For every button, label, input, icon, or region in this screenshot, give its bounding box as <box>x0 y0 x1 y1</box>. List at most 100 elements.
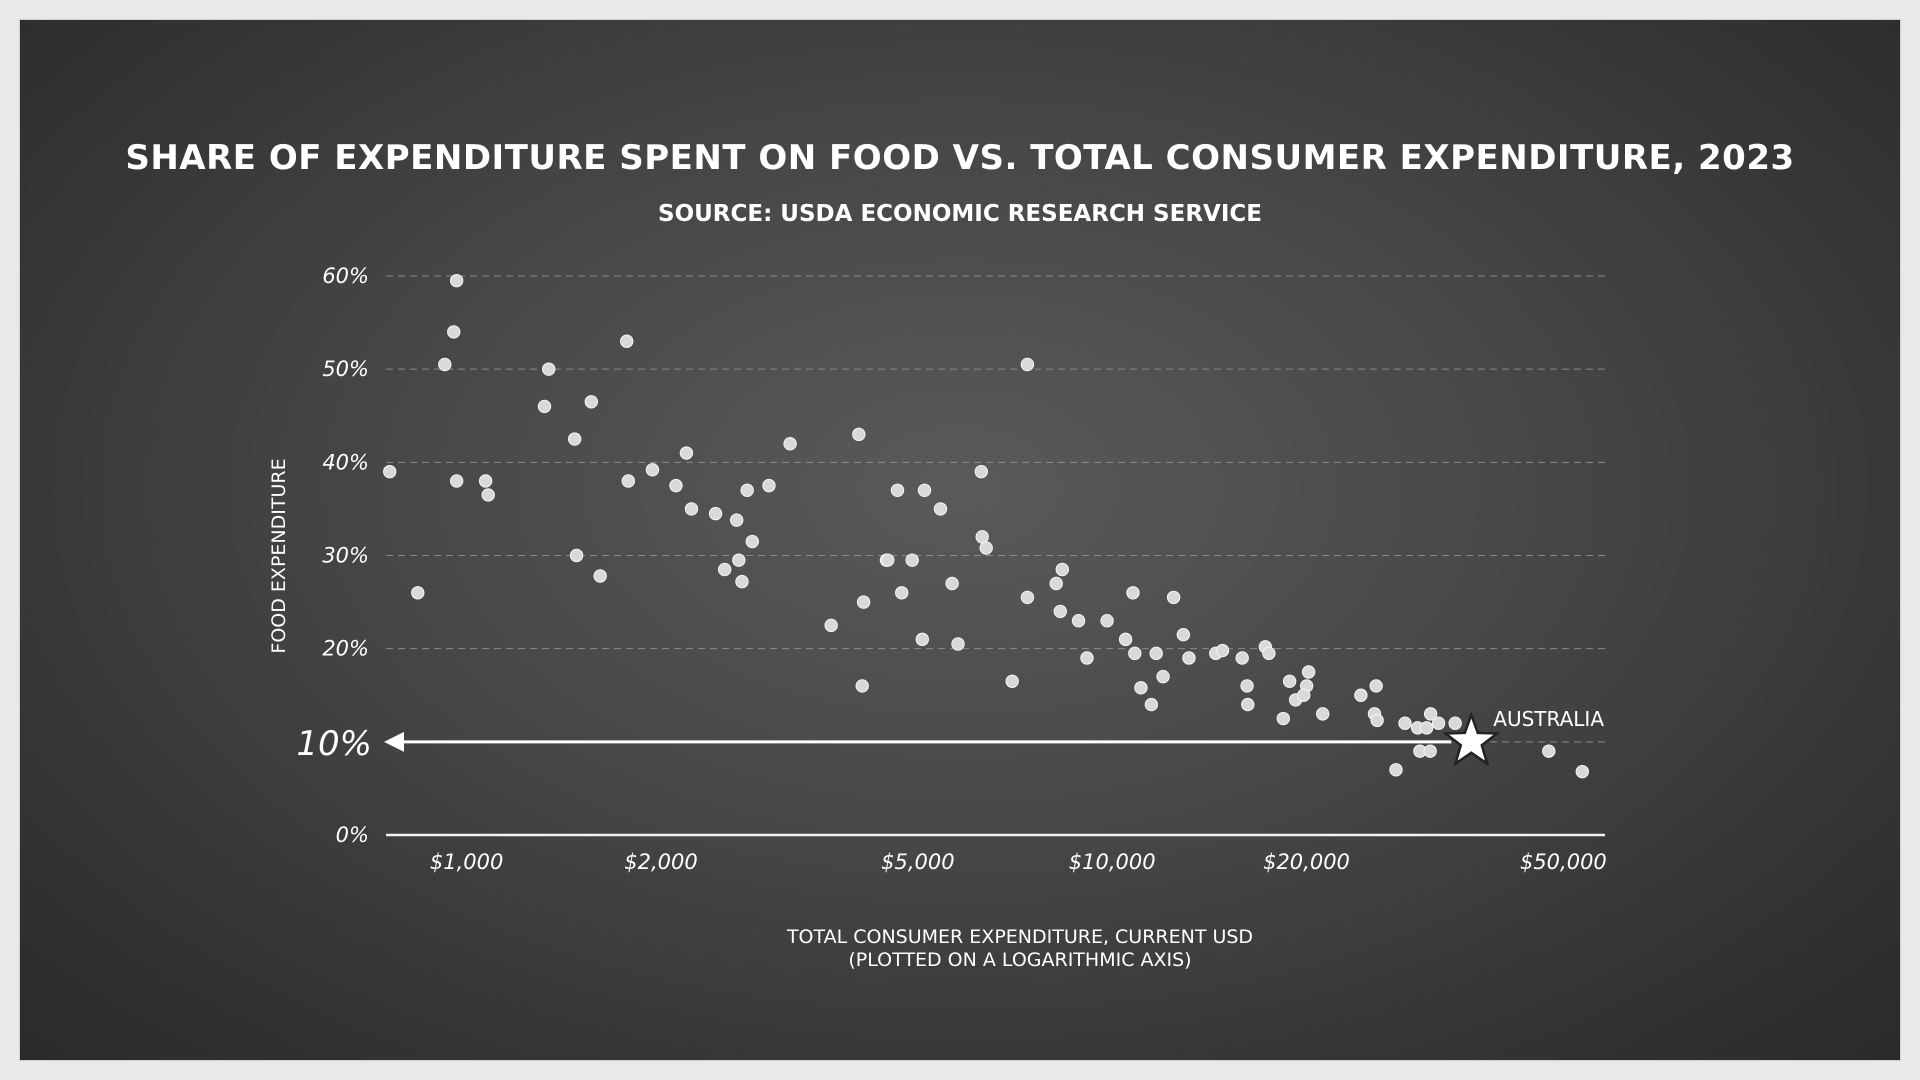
data-point <box>1215 643 1230 658</box>
data-point <box>915 632 930 647</box>
data-point <box>708 506 723 521</box>
data-point <box>684 502 699 516</box>
data-point <box>411 586 425 600</box>
data-point <box>1149 646 1163 661</box>
x-tick-label: $2,000 <box>624 850 697 874</box>
data-point <box>1241 697 1255 712</box>
data-point <box>974 464 989 479</box>
data-point <box>852 427 866 442</box>
data-point <box>1276 711 1290 726</box>
data-point <box>1100 614 1114 628</box>
data-point <box>1134 681 1148 695</box>
data-point <box>1369 679 1383 693</box>
gridlines <box>386 275 1605 837</box>
data-point <box>745 534 759 549</box>
data-points: AUSTRALIA <box>383 273 1604 779</box>
data-point <box>1049 576 1063 591</box>
chart-frame: SHARE OF EXPENDITURE SPENT ON FOOD VS. T… <box>20 20 1900 1060</box>
y-axis-ticks: 0% 20% 30% 40% 50% 60% <box>322 264 369 847</box>
data-point <box>669 478 683 493</box>
data-point <box>593 569 607 583</box>
data-point <box>1296 688 1311 702</box>
data-point <box>449 273 464 288</box>
data-point <box>824 618 838 633</box>
data-point <box>1071 614 1086 628</box>
data-point <box>1080 651 1094 665</box>
data-point <box>1055 562 1070 577</box>
data-point <box>1118 632 1133 647</box>
x-tick-label: $50,000 <box>1520 850 1607 874</box>
data-point <box>447 325 461 339</box>
data-point <box>1423 744 1437 758</box>
data-point <box>537 399 552 414</box>
x-tick-label: $5,000 <box>881 850 954 874</box>
chart-subtitle: SOURCE: USDA ECONOMIC RESEARCH SERVICE <box>658 201 1262 227</box>
data-point <box>729 513 744 527</box>
data-point <box>945 576 959 591</box>
data-point <box>1156 669 1170 684</box>
highlight-star <box>1442 711 1501 767</box>
data-point <box>1144 697 1159 712</box>
data-point <box>1005 674 1019 688</box>
data-point <box>1370 713 1384 728</box>
data-point <box>569 548 584 563</box>
data-point <box>383 464 397 479</box>
y-tick-label: 50% <box>322 357 369 381</box>
data-point <box>1235 651 1249 665</box>
data-point <box>717 562 732 577</box>
data-point <box>449 474 464 488</box>
data-point <box>1354 688 1368 702</box>
data-point <box>1020 357 1035 372</box>
data-point <box>855 679 869 693</box>
data-point <box>1301 665 1316 679</box>
data-point <box>1389 763 1403 777</box>
data-point <box>542 362 556 376</box>
data-point <box>438 357 452 372</box>
data-point <box>1176 627 1191 642</box>
x-tick-label: $20,000 <box>1263 850 1350 874</box>
data-point <box>856 595 871 609</box>
data-point <box>783 437 797 451</box>
data-point <box>951 637 965 651</box>
data-point <box>1542 744 1556 758</box>
data-point <box>1053 604 1067 619</box>
data-point <box>679 446 694 460</box>
annotation-arrow-head <box>384 731 404 752</box>
y-tick-label: 30% <box>322 544 369 568</box>
data-point <box>567 432 582 446</box>
data-point <box>645 463 660 477</box>
data-point <box>1398 716 1412 730</box>
data-point <box>732 553 746 567</box>
data-point <box>1431 716 1446 730</box>
x-axis-label-note: (PLOTTED ON A LOGARITHMIC AXIS) <box>848 949 1191 971</box>
y-tick-label: 60% <box>322 264 369 288</box>
data-point <box>1448 716 1462 730</box>
data-point <box>1182 651 1196 665</box>
data-point <box>762 478 776 493</box>
data-point <box>1316 707 1330 721</box>
x-axis-label: TOTAL CONSUMER EXPENDITURE, CURRENT USD <box>786 926 1253 948</box>
data-point <box>620 334 634 348</box>
highlight-label: AUSTRALIA <box>1493 707 1604 731</box>
data-point <box>880 553 895 567</box>
data-point <box>1020 590 1035 605</box>
data-point <box>1240 679 1254 693</box>
annotation-label: 10% <box>296 724 372 764</box>
y-tick-label: 20% <box>322 637 369 661</box>
data-point <box>481 488 495 502</box>
data-point <box>1126 586 1140 600</box>
data-point <box>933 502 948 516</box>
data-point <box>895 586 909 600</box>
data-point <box>1282 674 1297 688</box>
scatter-chart: SHARE OF EXPENDITURE SPENT ON FOOD VS. T… <box>125 138 1794 971</box>
data-point <box>478 474 493 488</box>
data-point <box>740 483 754 497</box>
data-point <box>917 483 932 497</box>
x-axis-ticks: $1,000 $2,000 $5,000 $10,000 $20,000 $50,000 <box>430 850 1607 874</box>
data-point <box>905 553 919 567</box>
data-point <box>979 541 993 555</box>
data-point <box>1262 646 1276 661</box>
data-point <box>584 395 599 409</box>
data-point <box>975 530 989 544</box>
data-point <box>1166 590 1181 605</box>
